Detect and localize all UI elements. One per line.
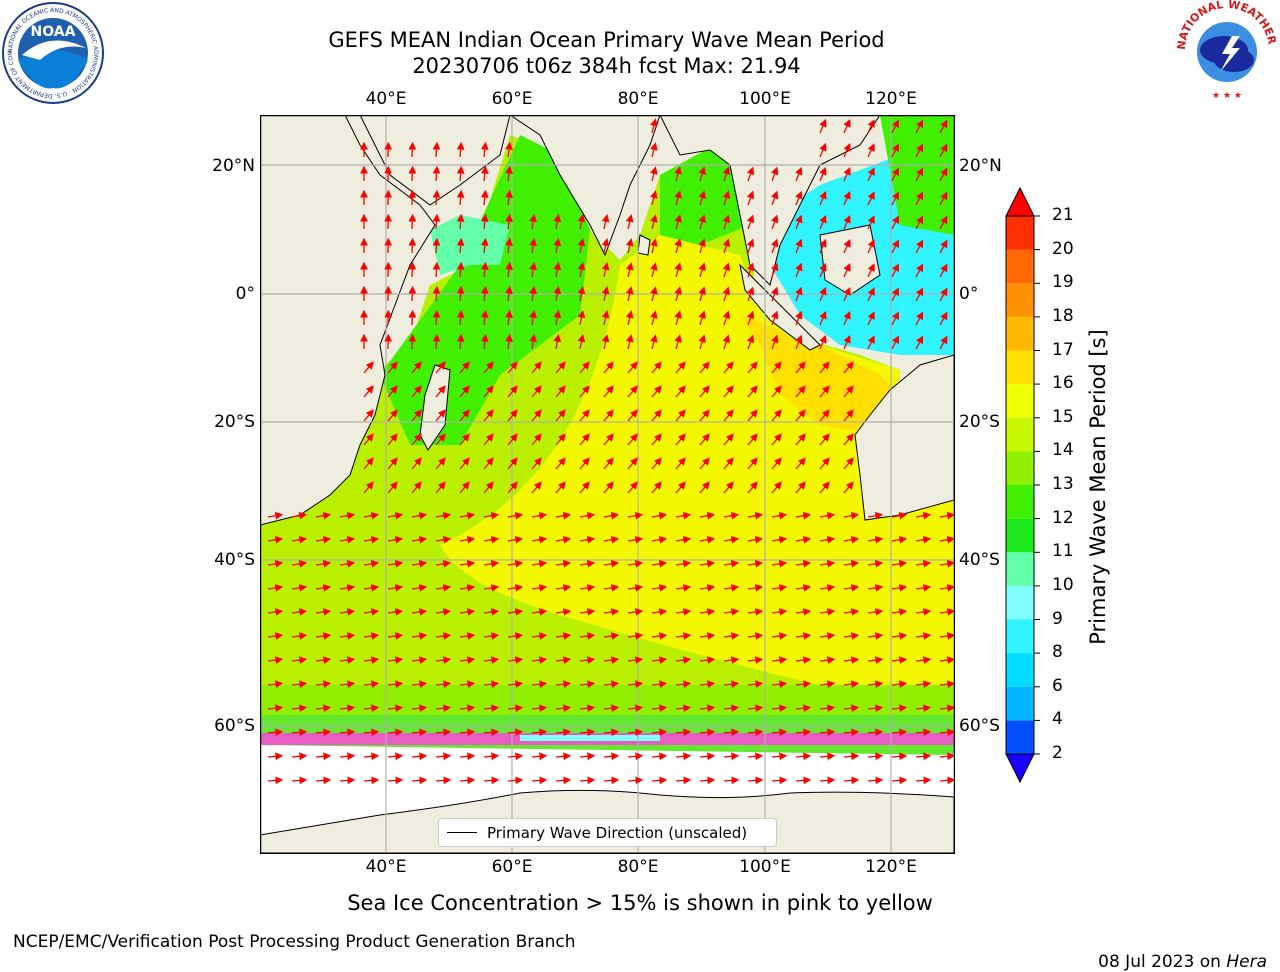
colorbar-segment xyxy=(1006,418,1034,452)
map-plot xyxy=(260,115,955,854)
colorbar-tick-label: 8 xyxy=(1052,642,1063,662)
lat-tick-right: 20°S xyxy=(959,412,1000,432)
wave-arrow xyxy=(436,215,437,229)
lon-tick-top: 80°E xyxy=(618,89,659,109)
wave-arrow xyxy=(412,239,413,253)
colorbar-segment xyxy=(1006,250,1034,284)
sea-ice-band-cyan xyxy=(520,735,660,741)
colorbar-tick-label: 17 xyxy=(1052,340,1074,360)
lat-tick-right: 40°S xyxy=(959,550,1000,570)
lat-tick-right: 20°N xyxy=(959,156,1002,176)
nws-logo: NATIONAL WEATHER SERVICE ★ ★ ★ xyxy=(1174,0,1280,106)
lon-tick-bottom: 80°E xyxy=(618,857,659,877)
wave-arrow xyxy=(412,167,413,181)
lon-tick-bottom: 120°E xyxy=(865,857,917,877)
footer-branch: NCEP/EMC/Verification Post Processing Pr… xyxy=(13,932,576,952)
colorbar-segment xyxy=(1006,216,1034,250)
wave-arrow xyxy=(436,239,437,253)
lat-tick-left: 20°N xyxy=(212,156,255,176)
colorbar xyxy=(1000,186,1040,786)
wave-arrow xyxy=(412,215,413,229)
colorbar-segment xyxy=(1006,351,1034,385)
wave-arrow xyxy=(412,143,413,157)
colorbar-tick-label: 6 xyxy=(1052,676,1063,696)
wave-arrow xyxy=(436,311,437,325)
lon-tick-bottom: 100°E xyxy=(739,857,791,877)
colorbar-tick-label: 21 xyxy=(1052,205,1074,225)
legend-label: Primary Wave Direction (unscaled) xyxy=(487,824,747,842)
wave-arrow xyxy=(412,191,413,205)
wave-arrow xyxy=(412,287,413,301)
lon-tick-top: 120°E xyxy=(865,89,917,109)
footer-date-text: 08 Jul 2023 on xyxy=(1098,952,1226,972)
chart-subtitle: 20230706 t06z 384h fcst Max: 21.94 xyxy=(0,54,1213,78)
colorbar-tick-label: 12 xyxy=(1052,508,1074,528)
colorbar-extend-high xyxy=(1006,188,1034,216)
lat-tick-left: 20°S xyxy=(214,412,255,432)
colorbar-segment xyxy=(1006,317,1034,351)
lon-tick-bottom: 60°E xyxy=(492,857,533,877)
lat-tick-right: 0° xyxy=(959,284,978,304)
colorbar-tick-label: 16 xyxy=(1052,373,1074,393)
colorbar-segment xyxy=(1006,384,1034,418)
wave-arrow xyxy=(412,311,413,325)
wave-arrow xyxy=(436,191,437,205)
lon-tick-top: 60°E xyxy=(492,89,533,109)
wave-arrow xyxy=(412,335,413,349)
lat-tick-left: 60°S xyxy=(214,716,255,736)
lat-tick-right: 60°S xyxy=(959,716,1000,736)
colorbar-tick-label: 15 xyxy=(1052,407,1074,427)
lon-tick-top: 40°E xyxy=(366,89,407,109)
colorbar-tick-label: 11 xyxy=(1052,541,1074,561)
lon-tick-top: 100°E xyxy=(739,89,791,109)
lat-tick-left: 0° xyxy=(236,284,255,304)
colorbar-segment xyxy=(1006,620,1034,654)
wave-arrow xyxy=(436,167,437,181)
colorbar-segment xyxy=(1006,687,1034,721)
colorbar-tick-label: 18 xyxy=(1052,306,1074,326)
colorbar-segment xyxy=(1006,283,1034,317)
wave-arrow xyxy=(436,287,437,301)
colorbar-label: Primary Wave Mean Period [s] xyxy=(1086,329,1110,645)
colorbar-segment xyxy=(1006,586,1034,620)
colorbar-tick-label: 10 xyxy=(1052,575,1074,595)
colorbar-segment xyxy=(1006,720,1034,754)
colorbar-segment xyxy=(1006,519,1034,553)
colorbar-tick-label: 20 xyxy=(1052,239,1074,259)
lon-tick-bottom: 40°E xyxy=(366,857,407,877)
colorbar-segment xyxy=(1006,653,1034,687)
wave-arrow xyxy=(436,335,437,349)
lat-tick-left: 40°S xyxy=(214,550,255,570)
colorbar-extend-low xyxy=(1006,754,1034,782)
wave-arrow xyxy=(412,263,413,277)
colorbar-segment xyxy=(1006,451,1034,485)
map-legend: Primary Wave Direction (unscaled) xyxy=(438,818,777,847)
colorbar-tick-label: 14 xyxy=(1052,440,1074,460)
colorbar-tick-label: 2 xyxy=(1052,743,1063,763)
colorbar-tick-label: 4 xyxy=(1052,709,1063,729)
footer-host: Hera xyxy=(1226,952,1267,972)
legend-line-swatch xyxy=(447,832,477,833)
sea-ice-caption: Sea Ice Concentration > 15% is shown in … xyxy=(0,891,1280,915)
colorbar-tick-label: 13 xyxy=(1052,474,1074,494)
colorbar-tick-label: 19 xyxy=(1052,272,1074,292)
colorbar-tick-label: 9 xyxy=(1052,609,1063,629)
svg-text:★ ★ ★: ★ ★ ★ xyxy=(1212,91,1242,101)
chart-title: GEFS MEAN Indian Ocean Primary Wave Mean… xyxy=(0,28,1213,52)
wave-arrow xyxy=(436,143,437,157)
colorbar-segment xyxy=(1006,552,1034,586)
noaa-logo: NATIONAL OCEANIC AND ATMOSPHERIC ADMINIS… xyxy=(0,0,106,106)
wave-arrow xyxy=(436,263,437,277)
colorbar-segment xyxy=(1006,485,1034,519)
footer-date: 08 Jul 2023 on Hera xyxy=(1087,932,1267,972)
